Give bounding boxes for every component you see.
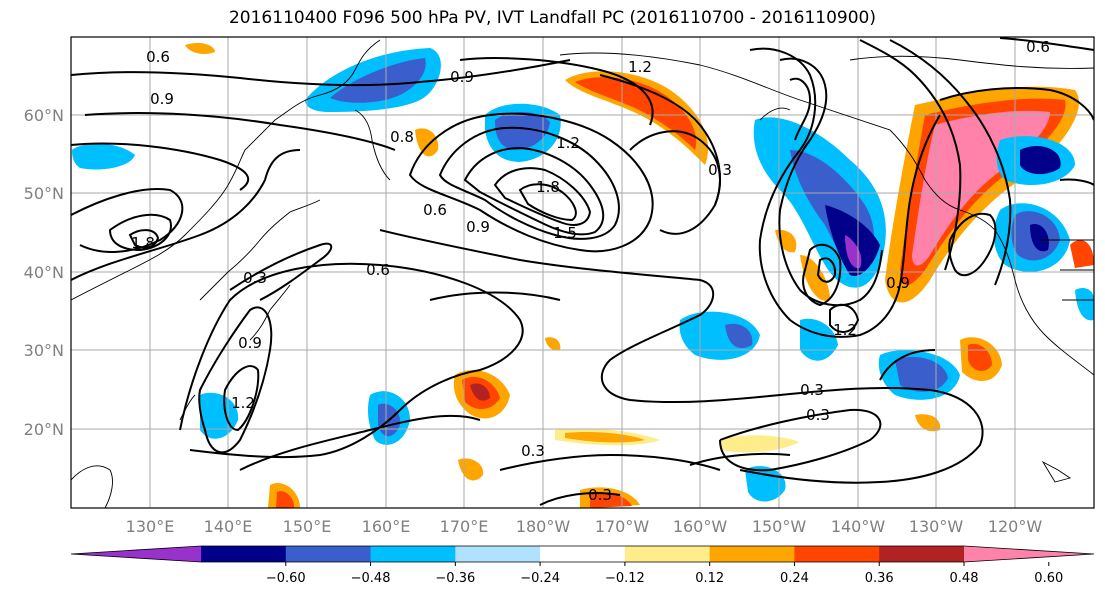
colorbar-tick-label: 0.24 [780,571,809,586]
lon-label: 130°E [126,517,175,536]
colorbar-segment [455,546,541,562]
lat-label: 50°N [24,184,64,203]
shading-layer [72,42,1094,508]
lon-label: 150°W [752,517,807,536]
contour-labels: 0.6 0.9 0.9 1.2 1.2 1.8 1.5 0.3 0.6 0.9 0.6 0.3 0.9 1… [131,38,1050,504]
contour-label: 1.2 [833,321,857,339]
colorbar-tick-label: −0.60 [266,571,306,586]
latitude-labels: 60°N 50°N 40°N 30°N 20°N [24,106,64,439]
colorbar-tick-label: 0.36 [865,571,894,586]
pv-contours [71,37,1094,506]
lon-label: 180°W [516,517,571,536]
colorbar-tick-label: −0.24 [520,571,560,586]
lat-label: 60°N [24,106,64,125]
colorbar-tick-label: −0.48 [351,571,391,586]
contour-label: 1.2 [231,394,255,412]
colorbar-segment [709,546,795,562]
colorbar-extend-high [964,546,1094,562]
colorbar-segment [624,546,711,562]
contour-label: 0.8 [390,128,414,146]
lon-label: 170°W [595,517,650,536]
lon-label: 170°E [440,517,489,536]
colorbar-segment [879,546,965,562]
lat-label: 30°N [24,341,64,360]
lon-label: 130°W [909,517,964,536]
contour-label: 0.3 [588,486,612,504]
contour-label: 0.3 [521,442,545,460]
contour-label: 1.2 [556,134,580,152]
colorbar-segment [540,546,626,562]
colorbar-outline [70,545,1095,563]
contour-label: 0.9 [238,334,262,352]
lon-label: 140°E [204,517,253,536]
contour-label: 1.8 [131,234,155,252]
lon-label: 160°E [362,517,411,536]
longitude-labels: 130°E 140°E 150°E 160°E 170°E 180°W 170°… [126,517,1043,536]
colorbar-segment [285,546,372,562]
contour-label: 0.6 [1026,38,1050,56]
colorbar-tick-label: 0.48 [950,571,979,586]
contour-label: 0.3 [243,269,267,287]
contour-label: 0.6 [146,48,170,66]
colorbar-tick-label: −0.12 [605,571,645,586]
lat-label: 40°N [24,263,64,282]
contour-label: 0.3 [806,406,830,424]
contour-label: 0.3 [708,161,732,179]
contour-label: 1.2 [628,58,652,76]
contour-label: 1.5 [553,224,577,242]
contour-label: 0.9 [886,274,910,292]
colorbar-segment [794,546,880,562]
colorbar-extend-low [71,546,201,562]
lon-label: 160°W [673,517,728,536]
contour-label: 1.8 [536,178,560,196]
lon-label: 150°E [283,517,332,536]
contour-label: 0.9 [466,218,490,236]
map-frame [70,36,1095,509]
colorbar [70,545,1095,563]
contour-label: 0.6 [423,201,447,219]
colorbar-ticks: −0.60 −0.48 −0.36 −0.24 −0.12 0.12 0.24 0.36 0.4… [266,562,1063,586]
colorbar-tick-label: −0.36 [435,571,475,586]
colorbar-segment [201,546,287,562]
contour-label: 0.3 [800,381,824,399]
lon-label: 120°W [988,517,1043,536]
lon-label: 140°W [831,517,886,536]
lat-label: 20°N [24,420,64,439]
colorbar-segment [370,546,456,562]
colorbar-tick-label: 0.12 [695,571,724,586]
contour-label: 0.9 [450,68,474,86]
colorbar-tick-label: 0.60 [1034,571,1063,586]
contour-label: 0.6 [366,261,390,279]
map-title: 2016110400 F096 500 hPa PV, IVT Landfall… [228,8,876,28]
contour-label: 0.9 [150,90,174,108]
